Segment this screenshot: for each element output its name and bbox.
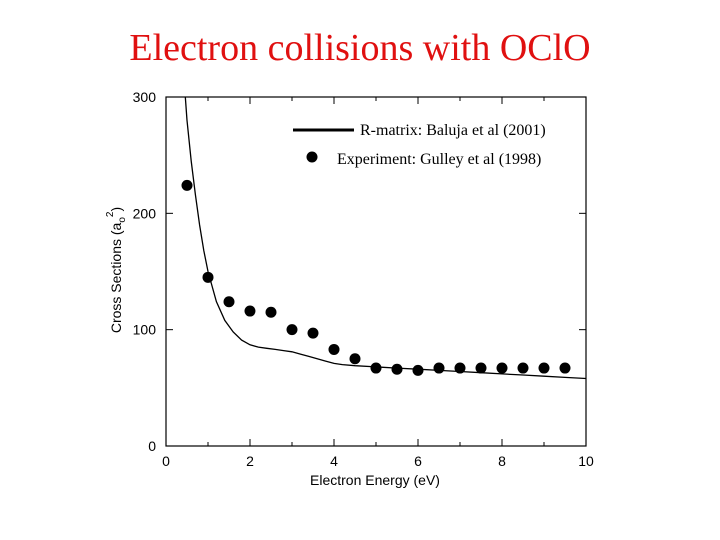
x-tick-label: 2	[246, 453, 254, 469]
data-point-experiment	[181, 179, 193, 191]
y-tick-label: 200	[133, 205, 157, 221]
data-point-experiment	[433, 362, 445, 374]
data-point-experiment	[202, 271, 214, 283]
x-axis-label: Electron Energy (eV)	[310, 472, 440, 488]
data-point-experiment	[538, 362, 550, 374]
data-point-experiment	[454, 362, 466, 374]
data-point-experiment	[370, 362, 382, 374]
y-axis-label-close: )	[108, 207, 124, 212]
y-tick-label: 100	[133, 322, 157, 338]
plot-frame	[165, 96, 587, 447]
data-point-experiment	[307, 327, 319, 339]
axis-ticks	[165, 96, 587, 447]
y-axis-label-sup: 2	[105, 211, 116, 217]
series-layer	[181, 97, 586, 380]
y-tick-label: 0	[148, 438, 156, 454]
data-point-experiment	[496, 362, 508, 374]
data-point-experiment	[223, 296, 235, 308]
data-point-experiment	[244, 305, 256, 317]
x-tick-label: 8	[498, 453, 506, 469]
slide-title: Electron collisions with OClO	[129, 27, 591, 69]
y-tick-labels: 0 100 200 300	[133, 89, 157, 454]
legend-marker-swatch	[306, 151, 318, 163]
data-point-experiment	[475, 362, 487, 374]
data-point-experiment	[349, 353, 361, 365]
legend: R-matrix: Baluja et al (2001) Experiment…	[293, 122, 546, 168]
x-tick-label: 6	[414, 453, 422, 469]
data-point-experiment	[412, 364, 424, 376]
data-point-experiment	[265, 306, 277, 318]
data-point-experiment	[286, 324, 298, 336]
series-line-rmatrix	[184, 97, 586, 380]
data-point-experiment	[559, 362, 571, 374]
legend-label-experiment: Experiment: Gulley et al (1998)	[337, 151, 541, 168]
data-point-experiment	[391, 363, 403, 375]
y-axis-label-main: Cross Sections (a	[108, 222, 124, 333]
x-tick-label: 4	[330, 453, 338, 469]
x-tick-labels: 0 2 4 6 8 10	[162, 453, 594, 469]
y-axis-label: Cross Sections (ao2)	[105, 207, 128, 333]
y-axis-label-sub: o	[117, 217, 128, 223]
y-tick-label: 300	[133, 89, 157, 105]
x-tick-label: 10	[578, 453, 594, 469]
x-tick-label: 0	[162, 453, 170, 469]
legend-label-rmatrix: R-matrix: Baluja et al (2001)	[360, 122, 546, 139]
data-point-experiment	[328, 343, 340, 355]
data-point-experiment	[517, 362, 529, 374]
